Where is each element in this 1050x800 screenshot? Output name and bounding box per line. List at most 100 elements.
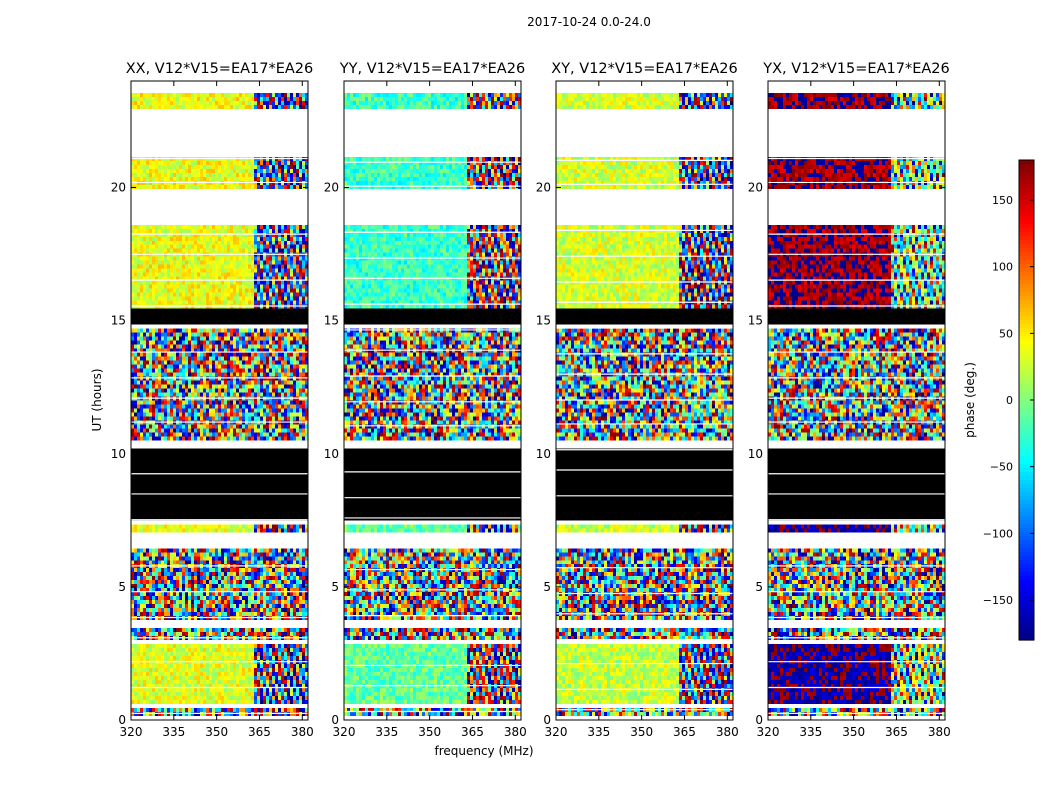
x-tick-label: 380 (504, 725, 527, 739)
colorbar-segment (1019, 308, 1034, 313)
colorbar-segment (1019, 412, 1034, 417)
colorbar-segment (1019, 612, 1034, 617)
colorbar-segment (1019, 204, 1034, 209)
colorbar-segment (1019, 172, 1034, 177)
colorbar-segment (1019, 376, 1034, 381)
colorbar-segment (1019, 548, 1034, 553)
panel-frame (343, 80, 522, 721)
panel-frame (767, 80, 946, 721)
colorbar-segment (1019, 372, 1034, 377)
y-tick-label: 10 (324, 447, 339, 461)
colorbar-segment (1019, 596, 1034, 601)
colorbar-segment (1019, 552, 1034, 557)
colorbar-segment (1019, 244, 1034, 249)
colorbar-segment (1019, 384, 1034, 389)
colorbar-tick-label: 100 (992, 261, 1013, 274)
heatmap-image-2 (344, 81, 521, 720)
x-tick-label: 365 (673, 725, 696, 739)
colorbar-segment (1019, 228, 1034, 233)
colorbar-segment (1019, 520, 1034, 525)
colorbar-segment (1019, 192, 1034, 197)
colorbar-segment (1019, 540, 1034, 545)
colorbar-segment (1019, 188, 1034, 193)
colorbar-segment (1019, 348, 1034, 353)
panel-title: YX, V12*V15=EA17*EA26 (762, 61, 949, 77)
colorbar-segment (1019, 304, 1034, 309)
y-tick-label: 10 (536, 447, 551, 461)
colorbar-segment (1019, 432, 1034, 437)
colorbar-segment (1019, 516, 1034, 521)
colorbar-tick-label: −100 (983, 527, 1013, 540)
colorbar-segment (1019, 528, 1034, 533)
y-tick-label: 5 (118, 580, 126, 594)
colorbar-segment (1019, 300, 1034, 305)
colorbar-segment (1019, 476, 1034, 481)
y-tick-label: 0 (118, 713, 126, 727)
colorbar-segment (1019, 580, 1034, 585)
panel-3: XY, V12*V15=EA17*EA26 320 335 350 365 380 0 5 10… (536, 61, 739, 739)
colorbar-segment (1019, 268, 1034, 273)
y-tick-label: 15 (324, 314, 339, 328)
colorbar-segment (1019, 576, 1034, 581)
panel-1: XX, V12*V15=EA17*EA26 320 335 350 365 380 0 5 10… (111, 61, 314, 739)
x-tick-label: 320 (333, 725, 356, 739)
panel-4: YX, V12*V15=EA17*EA26 320 335 350 365 380 0 5 10… (748, 61, 951, 739)
colorbar-segment (1019, 500, 1034, 505)
colorbar-segment (1019, 336, 1034, 341)
x-tick-label: 350 (205, 725, 228, 739)
y-tick-label: 20 (748, 181, 763, 195)
colorbar-segment (1019, 252, 1034, 257)
panel-title: XX, V12*V15=EA17*EA26 (126, 61, 314, 77)
colorbar-segment (1019, 284, 1034, 289)
y-tick-label: 10 (748, 447, 763, 461)
colorbar-segment (1019, 560, 1034, 565)
panel-title: YY, V12*V15=EA17*EA26 (339, 61, 525, 77)
x-tick-label: 350 (630, 725, 653, 739)
colorbar-segment (1019, 608, 1034, 613)
panel-2: YY, V12*V15=EA17*EA26 320 335 350 365 380 0 5 10… (324, 61, 527, 739)
y-tick-label: 0 (543, 713, 551, 727)
colorbar-segment (1019, 356, 1034, 361)
colorbar-segment (1019, 420, 1034, 425)
colorbar-segment (1019, 408, 1034, 413)
panels: XX, V12*V15=EA17*EA26 320 335 350 365 380 0 5 10… (111, 61, 951, 739)
colorbar-segment (1019, 572, 1034, 577)
x-tick-label: 335 (162, 725, 185, 739)
y-tick-label: 5 (543, 580, 551, 594)
colorbar-segment (1019, 328, 1034, 333)
y-tick-label: 5 (755, 580, 763, 594)
x-tick-label: 365 (885, 725, 908, 739)
panel-title: XY, V12*V15=EA17*EA26 (551, 61, 737, 77)
colorbar-segment (1019, 524, 1034, 529)
x-tick-label: 380 (291, 725, 314, 739)
colorbar-segment (1019, 364, 1034, 369)
colorbar-segment (1019, 180, 1034, 185)
colorbar-tick-label: −50 (990, 461, 1013, 474)
colorbar-segment (1019, 292, 1034, 297)
colorbar-segment (1019, 512, 1034, 517)
colorbar-segment (1019, 556, 1034, 561)
colorbar-segment (1019, 416, 1034, 421)
colorbar-segment (1019, 464, 1034, 469)
colorbar-segment (1019, 472, 1034, 477)
panel-frame (555, 80, 734, 721)
colorbar-segment (1019, 536, 1034, 541)
colorbar-label: phase (deg.) (963, 362, 977, 438)
colorbar-segment (1019, 224, 1034, 229)
colorbar-segment (1019, 316, 1034, 321)
colorbar-segment (1019, 196, 1034, 201)
colorbar-segment (1019, 340, 1034, 345)
colorbar-segment (1019, 260, 1034, 265)
colorbar-segment (1019, 248, 1034, 253)
y-tick-label: 15 (536, 314, 551, 328)
colorbar-segment (1019, 488, 1034, 493)
colorbar-segment (1019, 604, 1034, 609)
colorbar-segment (1019, 616, 1034, 621)
colorbar-segment (1019, 600, 1034, 605)
colorbar-segment (1019, 160, 1034, 165)
colorbar-segment (1019, 508, 1034, 513)
colorbar-segment (1019, 184, 1034, 189)
colorbar-segment (1019, 240, 1034, 245)
heatmap-image-1 (131, 81, 308, 720)
colorbar-segment (1019, 368, 1034, 373)
